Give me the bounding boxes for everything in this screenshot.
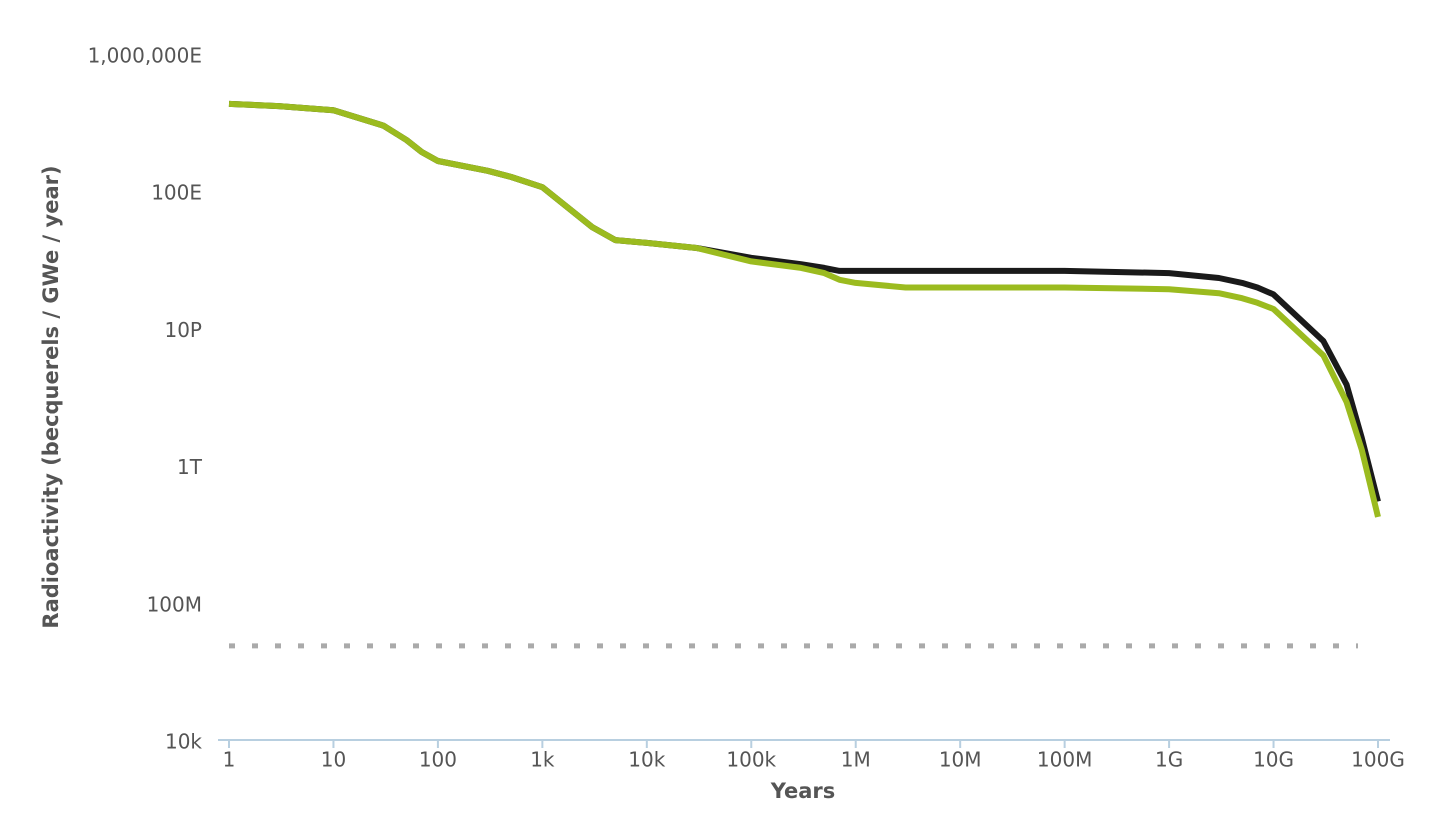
y-tick-label: 1,000,000E bbox=[88, 44, 202, 68]
x-tick-label: 10 bbox=[321, 748, 346, 772]
x-tick-label: 10M bbox=[939, 748, 982, 772]
x-tick-label: 1 bbox=[223, 748, 236, 772]
y-axis-title: Radioactivity (becquerels / GWe / year) bbox=[39, 165, 63, 628]
series-line bbox=[228, 100, 1381, 518]
y-tick-label: 10k bbox=[165, 730, 202, 754]
x-tick-label: 1k bbox=[530, 748, 555, 772]
x-tick-label: 10G bbox=[1253, 748, 1294, 772]
x-tick-label: 1M bbox=[841, 748, 871, 772]
x-tick-label: 100G bbox=[1351, 748, 1405, 772]
y-tick-label: 1T bbox=[177, 455, 203, 479]
y-tick-label: 10P bbox=[164, 318, 202, 342]
y-tick-label: 100M bbox=[147, 592, 202, 616]
x-axis-title: Years bbox=[770, 779, 836, 803]
x-tick-label: 10k bbox=[628, 748, 665, 772]
x-tick-label: 100k bbox=[726, 748, 776, 772]
y-tick-label: 100E bbox=[151, 181, 202, 205]
series-line bbox=[228, 100, 1381, 503]
x-tick-label: 100 bbox=[419, 748, 457, 772]
x-tick-label: 1G bbox=[1155, 748, 1183, 772]
x-tick-label: 100M bbox=[1037, 748, 1092, 772]
